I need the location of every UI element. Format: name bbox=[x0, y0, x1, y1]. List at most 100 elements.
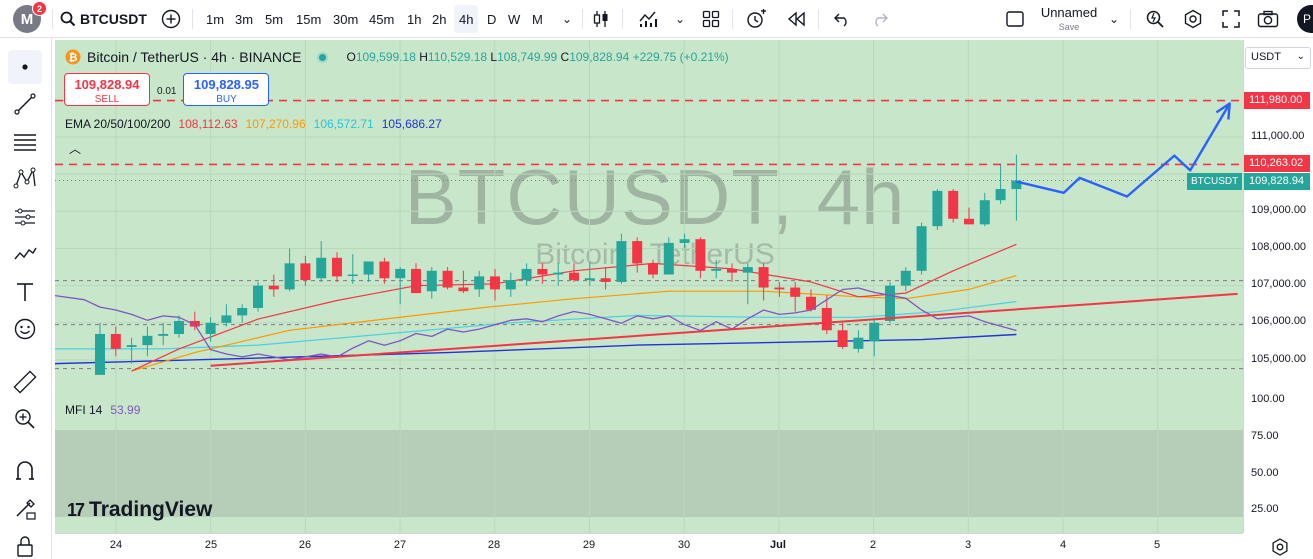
symbol-legend: ₿ Bitcoin / TetherUS · 4h · BINANCE O109… bbox=[65, 49, 729, 65]
tradingview-logo[interactable]: 17 TradingView bbox=[67, 498, 212, 522]
square-icon bbox=[1006, 11, 1024, 27]
buy-label: BUY bbox=[216, 94, 237, 105]
pattern-tool-button[interactable] bbox=[8, 162, 42, 196]
measure-tool-button[interactable] bbox=[8, 365, 42, 399]
chart-pane[interactable]: BTCUSDT, 4h Bitcoin / TetherUS ₿ Bitcoin… bbox=[55, 40, 1243, 533]
timeframe-m[interactable]: M bbox=[532, 11, 543, 27]
redo-button[interactable] bbox=[866, 5, 894, 33]
mfi-legend[interactable]: MFI 14 53.99 bbox=[65, 403, 140, 417]
user-avatar-button[interactable]: M 2 bbox=[10, 0, 47, 38]
notification-badge: 2 bbox=[32, 1, 47, 16]
currency-select[interactable]: USDT ⌄ bbox=[1245, 47, 1311, 69]
timeframe-30m[interactable]: 30m bbox=[333, 11, 359, 27]
timeframe-d[interactable]: D bbox=[487, 11, 497, 27]
ema50-value: 107,270.96 bbox=[245, 117, 306, 131]
magnet-icon bbox=[16, 461, 34, 480]
timeframe-w[interactable]: W bbox=[508, 11, 521, 27]
publish-icon: P bbox=[1302, 12, 1311, 26]
projection-tool-button[interactable] bbox=[8, 200, 42, 234]
chevron-up-icon: ︿ bbox=[69, 142, 82, 156]
alert-button[interactable] bbox=[742, 5, 770, 33]
change-value: +229.75 (+0.21%) bbox=[632, 50, 729, 64]
timeframe-5m[interactable]: 5m bbox=[265, 11, 284, 27]
layout-name-button[interactable]: Unnamed Save bbox=[1038, 5, 1100, 33]
trendline-tool-button[interactable] bbox=[8, 87, 42, 121]
chevron-down-icon: ⌄ bbox=[1108, 12, 1120, 26]
level-mid-label[interactable]: 110,263.02 bbox=[1244, 155, 1310, 172]
brush-tool-button[interactable] bbox=[8, 237, 42, 271]
lock-drawings-button[interactable] bbox=[8, 529, 42, 559]
axis-settings-button[interactable] bbox=[1270, 537, 1290, 557]
avatar-letter: M bbox=[20, 10, 34, 28]
fullscreen-button[interactable] bbox=[1217, 5, 1245, 33]
candle-body bbox=[885, 285, 895, 321]
ema20-value: 108,112.63 bbox=[178, 117, 238, 131]
toolbar-divider bbox=[732, 9, 733, 29]
cursor-tool-button[interactable] bbox=[8, 50, 42, 84]
sell-label: SELL bbox=[94, 94, 120, 105]
market-open-dot bbox=[317, 51, 329, 63]
candle-body bbox=[632, 241, 643, 264]
undo-button[interactable] bbox=[828, 5, 856, 33]
buy-button[interactable]: 109,828.95 BUY bbox=[183, 73, 270, 106]
collapse-legend-button[interactable]: ︿ bbox=[69, 140, 81, 157]
trade-buttons: 109,828.94 SELL 0.01 109,828.95 BUY bbox=[64, 73, 270, 106]
candle-body bbox=[363, 261, 374, 275]
mfi-value: 53.99 bbox=[110, 403, 141, 417]
candle-body bbox=[126, 345, 137, 347]
mfi-label: MFI 14 bbox=[65, 403, 103, 417]
mfi-trendline bbox=[210, 292, 1238, 367]
toolbar-divider bbox=[192, 9, 193, 29]
publish-button[interactable]: P bbox=[1297, 5, 1313, 33]
smiley-icon bbox=[14, 318, 36, 340]
candle-body bbox=[616, 241, 627, 282]
candle-body bbox=[505, 280, 516, 290]
symbol-search-button[interactable]: BTCUSDT bbox=[60, 0, 150, 38]
price-axis[interactable] bbox=[1243, 40, 1313, 533]
pattern-icon bbox=[13, 167, 36, 189]
candle-body bbox=[521, 268, 532, 281]
time-axis[interactable] bbox=[55, 533, 1243, 559]
layout-selector-button[interactable] bbox=[1001, 5, 1029, 33]
timeframe-15m[interactable]: 15m bbox=[296, 11, 322, 27]
candle-body bbox=[110, 333, 121, 349]
candle-body bbox=[347, 274, 358, 277]
emoji-tool-button[interactable] bbox=[8, 312, 42, 346]
horizontal-lines-icon bbox=[14, 134, 36, 151]
time-label: 28 bbox=[487, 539, 501, 551]
mfi-tick: 75.00 bbox=[1251, 430, 1279, 442]
screenshot-button[interactable] bbox=[1254, 5, 1282, 33]
candle-body bbox=[284, 263, 295, 290]
low-label: L bbox=[490, 50, 498, 64]
magnet-tool-button[interactable] bbox=[8, 454, 42, 488]
indicators-button[interactable] bbox=[635, 5, 663, 33]
replay-button[interactable] bbox=[782, 5, 810, 33]
timeframe-dropdown[interactable]: ⌄ bbox=[553, 5, 581, 33]
time-label: 26 bbox=[298, 539, 312, 551]
quick-search-button[interactable] bbox=[1141, 5, 1169, 33]
text-tool-button[interactable] bbox=[8, 275, 42, 309]
undo-icon bbox=[834, 13, 847, 27]
timeframe-1m[interactable]: 1m bbox=[206, 11, 225, 27]
timeframe-45m[interactable]: 45m bbox=[369, 11, 395, 27]
timeframe-3m[interactable]: 3m bbox=[235, 11, 254, 27]
indicators-dropdown[interactable]: ⌄ bbox=[666, 5, 694, 33]
ema-legend[interactable]: EMA 20/50/100/200 108,112.63 107,270.96 … bbox=[65, 117, 442, 131]
layout-dropdown[interactable]: ⌄ bbox=[1100, 5, 1128, 33]
layout-grid-button[interactable] bbox=[697, 5, 725, 33]
timeframe-4h[interactable]: 4h bbox=[454, 5, 479, 33]
settings-button[interactable] bbox=[1179, 5, 1207, 33]
drawing-mode-button[interactable] bbox=[8, 492, 42, 526]
fib-tool-button[interactable] bbox=[8, 125, 42, 159]
candle-body bbox=[711, 268, 722, 271]
zoom-tool-button[interactable] bbox=[8, 402, 42, 436]
time-label: 25 bbox=[204, 539, 218, 551]
sell-button[interactable]: 109,828.94 SELL bbox=[64, 73, 150, 106]
timeframe-1h[interactable]: 1h bbox=[407, 11, 422, 27]
price-chart-canvas[interactable] bbox=[55, 40, 1243, 533]
level-high-label[interactable]: 111,980.00 bbox=[1244, 92, 1310, 109]
chart-type-button[interactable] bbox=[587, 5, 615, 33]
timeframe-2h[interactable]: 2h bbox=[432, 11, 447, 27]
compare-symbol-button[interactable] bbox=[157, 5, 185, 33]
candle-body bbox=[979, 200, 990, 225]
